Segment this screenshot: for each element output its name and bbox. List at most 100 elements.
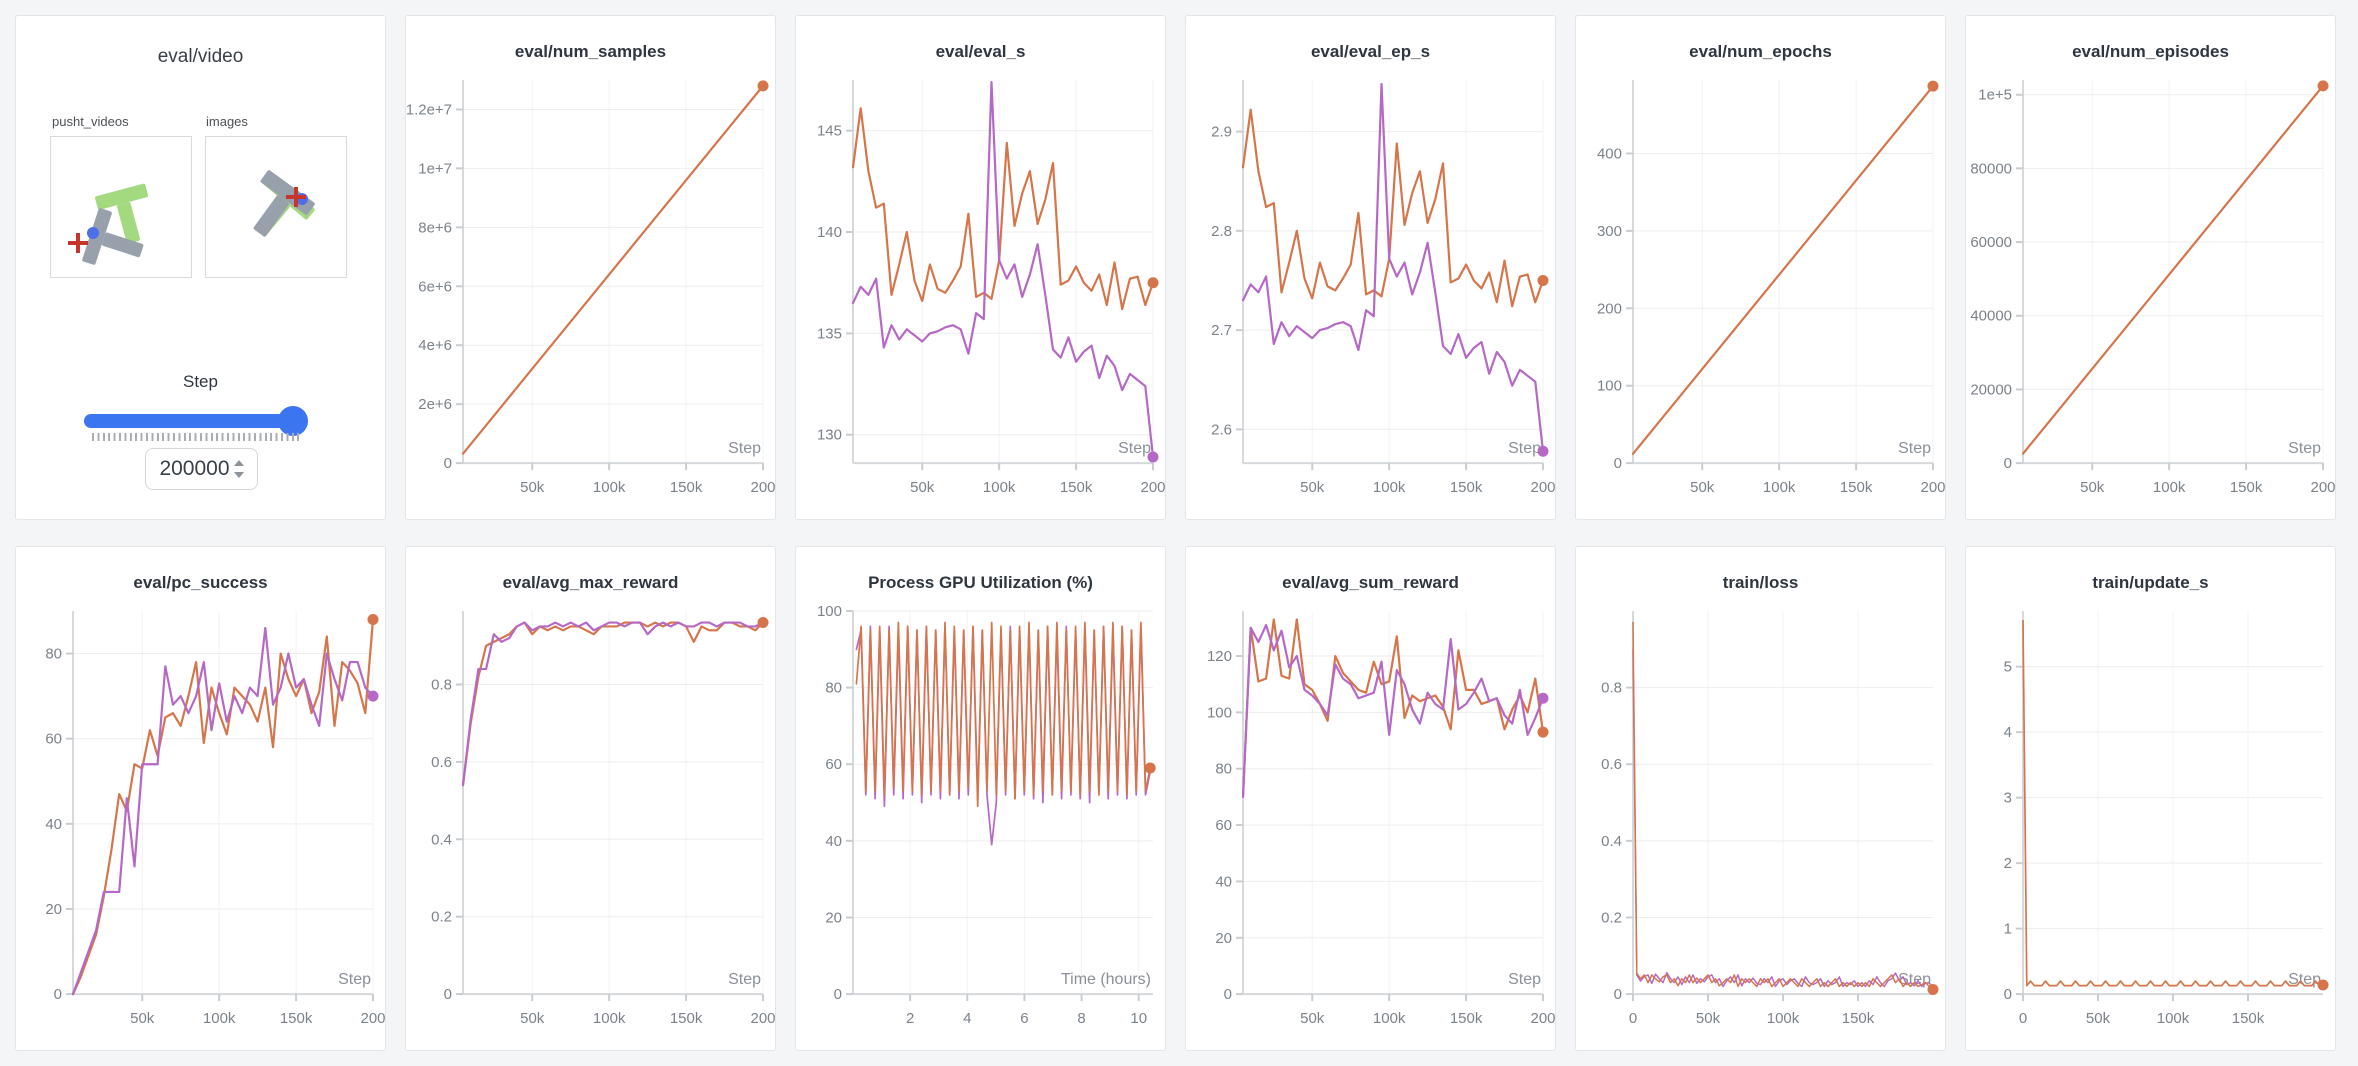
chart-title: eval/num_episodes — [2072, 42, 2229, 61]
svg-text:100: 100 — [1207, 704, 1232, 721]
svg-text:0.8: 0.8 — [431, 677, 452, 694]
svg-text:20: 20 — [45, 901, 62, 918]
svg-text:100k: 100k — [1373, 1010, 1406, 1027]
chart-canvas-eval-pc-success[interactable]: 50k 100k 150k 200 0 20 40 60 80 Step — [16, 597, 385, 1046]
svg-text:Step: Step — [1508, 971, 1541, 988]
svg-text:0.6: 0.6 — [1601, 756, 1622, 773]
svg-text:0: 0 — [1224, 986, 1232, 1003]
chart-canvas-train-loss[interactable]: 0 50k 100k 150k 0 0.2 0.4 0.6 0.8 Step — [1576, 597, 1945, 1046]
svg-text:0: 0 — [2004, 455, 2012, 472]
panel-eval-num-samples[interactable]: eval/num_samples 50k 100k 150k 200 0 2e+6 4e+6… — [405, 15, 776, 520]
svg-text:2.6: 2.6 — [1211, 421, 1232, 438]
chart-title: eval/num_samples — [514, 42, 667, 61]
svg-text:0: 0 — [54, 986, 62, 1003]
svg-text:100k: 100k — [593, 1010, 626, 1027]
svg-text:2: 2 — [2004, 855, 2012, 872]
svg-text:2e+6: 2e+6 — [418, 396, 452, 413]
svg-text:200: 200 — [750, 479, 775, 496]
pusht-target-cross-icon — [68, 233, 88, 253]
panel-train-loss[interactable]: train/loss 0 50k 100k 150k 0 0.2 0.4 0.6 0.8 Step — [1575, 546, 1946, 1051]
svg-text:60: 60 — [1215, 817, 1232, 834]
svg-text:50k: 50k — [2080, 479, 2105, 496]
svg-text:0: 0 — [444, 986, 452, 1003]
panel-eval-avg-max-reward[interactable]: eval/avg_max_reward 50k 100k 150k 200 0 0.2 0.… — [405, 546, 776, 1051]
svg-text:150k: 150k — [1450, 1010, 1483, 1027]
svg-text:Step: Step — [1118, 440, 1151, 457]
svg-text:300: 300 — [1597, 223, 1622, 240]
svg-text:200: 200 — [360, 1010, 385, 1027]
chart-canvas-eval-eval-ep-s[interactable]: 50k 100k 150k 200 2.6 2.7 2.8 2.9 Step — [1186, 66, 1555, 515]
svg-text:40000: 40000 — [1970, 308, 2012, 325]
svg-text:Time (hours): Time (hours) — [1061, 971, 1151, 988]
svg-text:0: 0 — [444, 455, 452, 472]
svg-text:2.9: 2.9 — [1211, 124, 1232, 141]
svg-text:60: 60 — [825, 756, 842, 773]
svg-text:150k: 150k — [1060, 479, 1093, 496]
chart-canvas-eval-avg-sum-reward[interactable]: 50k 100k 150k 200 0 20 40 60 80 100 120 Step — [1186, 597, 1555, 1046]
svg-text:100k: 100k — [203, 1010, 236, 1027]
svg-text:200: 200 — [1140, 479, 1165, 496]
svg-text:1e+5: 1e+5 — [1978, 87, 2012, 104]
panel-eval-video[interactable]: eval/video pusht_videos images — [15, 15, 386, 520]
chart-title: train/update_s — [2092, 573, 2209, 592]
panel-eval-pc-success[interactable]: eval/pc_success 50k 100k 150k 200 0 20 40 60 80 S… — [15, 546, 386, 1051]
svg-text:8e+6: 8e+6 — [418, 219, 452, 236]
step-slider-thumb[interactable] — [278, 406, 308, 436]
video-thumbnail-pusht[interactable] — [50, 136, 192, 278]
svg-text:150k: 150k — [1450, 479, 1483, 496]
chart-canvas-eval-eval-s[interactable]: 50k 100k 150k 200 130 135 140 145 Step — [796, 66, 1165, 515]
panel-eval-num-epochs[interactable]: eval/num_epochs 50k 100k 150k 200 0 100 200 300… — [1575, 15, 1946, 520]
svg-text:100k: 100k — [1373, 479, 1406, 496]
svg-text:6e+6: 6e+6 — [418, 278, 452, 295]
svg-text:40: 40 — [45, 816, 62, 833]
panel-eval-avg-sum-reward[interactable]: eval/avg_sum_reward 50k 100k 150k 200 0 20 40 6… — [1185, 546, 1556, 1051]
svg-text:Step: Step — [1508, 440, 1541, 457]
svg-text:50k: 50k — [520, 1010, 545, 1027]
svg-text:200: 200 — [1530, 479, 1555, 496]
step-stepper-icon[interactable] — [234, 449, 244, 489]
panel-eval-eval-ep-s[interactable]: eval/eval_ep_s 50k 100k 150k 200 2.6 2.7 2.8 2.… — [1185, 15, 1556, 520]
svg-text:5: 5 — [2004, 659, 2012, 676]
svg-text:40: 40 — [825, 833, 842, 850]
svg-text:100k: 100k — [983, 479, 1016, 496]
chart-canvas-eval-num-samples[interactable]: 50k 100k 150k 200 0 2e+6 4e+6 6e+6 8e+6 1e+7 1.2e+… — [406, 66, 775, 515]
svg-text:135: 135 — [817, 325, 842, 342]
step-slider-label: Step — [183, 372, 218, 391]
chart-canvas-eval-avg-max-reward[interactable]: 50k 100k 150k 200 0 0.2 0.4 0.6 0.8 Step — [406, 597, 775, 1046]
chart-canvas-train-update-s[interactable]: 0 50k 100k 150k 0 1 2 3 4 5 Step — [1966, 597, 2335, 1046]
images-target-cross-icon — [286, 187, 306, 207]
svg-text:50k: 50k — [2086, 1010, 2111, 1027]
svg-text:Step: Step — [338, 971, 371, 988]
chart-canvas-process-gpu-utilization[interactable]: 2 4 6 8 10 0 20 40 60 80 100 Time (hours) — [796, 597, 1165, 1046]
svg-text:0.4: 0.4 — [1601, 833, 1622, 850]
media-key-label-pusht-videos: pusht_videos — [52, 114, 129, 129]
chart-canvas-eval-num-episodes[interactable]: 50k 100k 150k 200 0 20000 40000 60000 80000 1e+5 S… — [1966, 66, 2335, 515]
panel-train-update-s[interactable]: train/update_s 0 50k 100k 150k 0 1 2 3 4 5 Step — [1965, 546, 2336, 1051]
svg-text:0.2: 0.2 — [431, 909, 452, 926]
panel-process-gpu-utilization[interactable]: Process GPU Utilization (%) 2 4 6 8 10 0 20 40 6… — [795, 546, 1166, 1051]
svg-text:0: 0 — [1614, 455, 1622, 472]
panel-eval-num-episodes[interactable]: eval/num_episodes 50k 100k 150k 200 0 20000 40… — [1965, 15, 2336, 520]
chart-title: eval/eval_ep_s — [1310, 42, 1431, 61]
svg-text:Step: Step — [1898, 440, 1931, 457]
svg-text:100: 100 — [817, 603, 842, 620]
svg-text:80: 80 — [45, 646, 62, 663]
panel-eval-eval-s[interactable]: eval/eval_s 50k 100k 150k 200 130 135 140 145 St… — [795, 15, 1166, 520]
step-value-input[interactable] — [146, 449, 257, 489]
chart-canvas-eval-num-epochs[interactable]: 50k 100k 150k 200 0 100 200 300 400 Step — [1576, 66, 1945, 515]
svg-text:50k: 50k — [1690, 479, 1715, 496]
svg-text:0.2: 0.2 — [1601, 909, 1622, 926]
video-thumbnail-images[interactable] — [205, 136, 347, 278]
svg-text:8: 8 — [1077, 1010, 1085, 1027]
svg-text:200: 200 — [1597, 300, 1622, 317]
media-panel-title: eval/video — [157, 46, 244, 67]
svg-text:120: 120 — [1207, 648, 1232, 665]
svg-text:Step: Step — [728, 440, 761, 457]
svg-text:20000: 20000 — [1970, 381, 2012, 398]
step-slider[interactable] — [84, 414, 294, 428]
step-input-wrap — [145, 448, 258, 490]
svg-text:50k: 50k — [520, 479, 545, 496]
svg-text:100k: 100k — [2153, 479, 2186, 496]
svg-text:6: 6 — [1020, 1010, 1028, 1027]
svg-text:2: 2 — [906, 1010, 914, 1027]
